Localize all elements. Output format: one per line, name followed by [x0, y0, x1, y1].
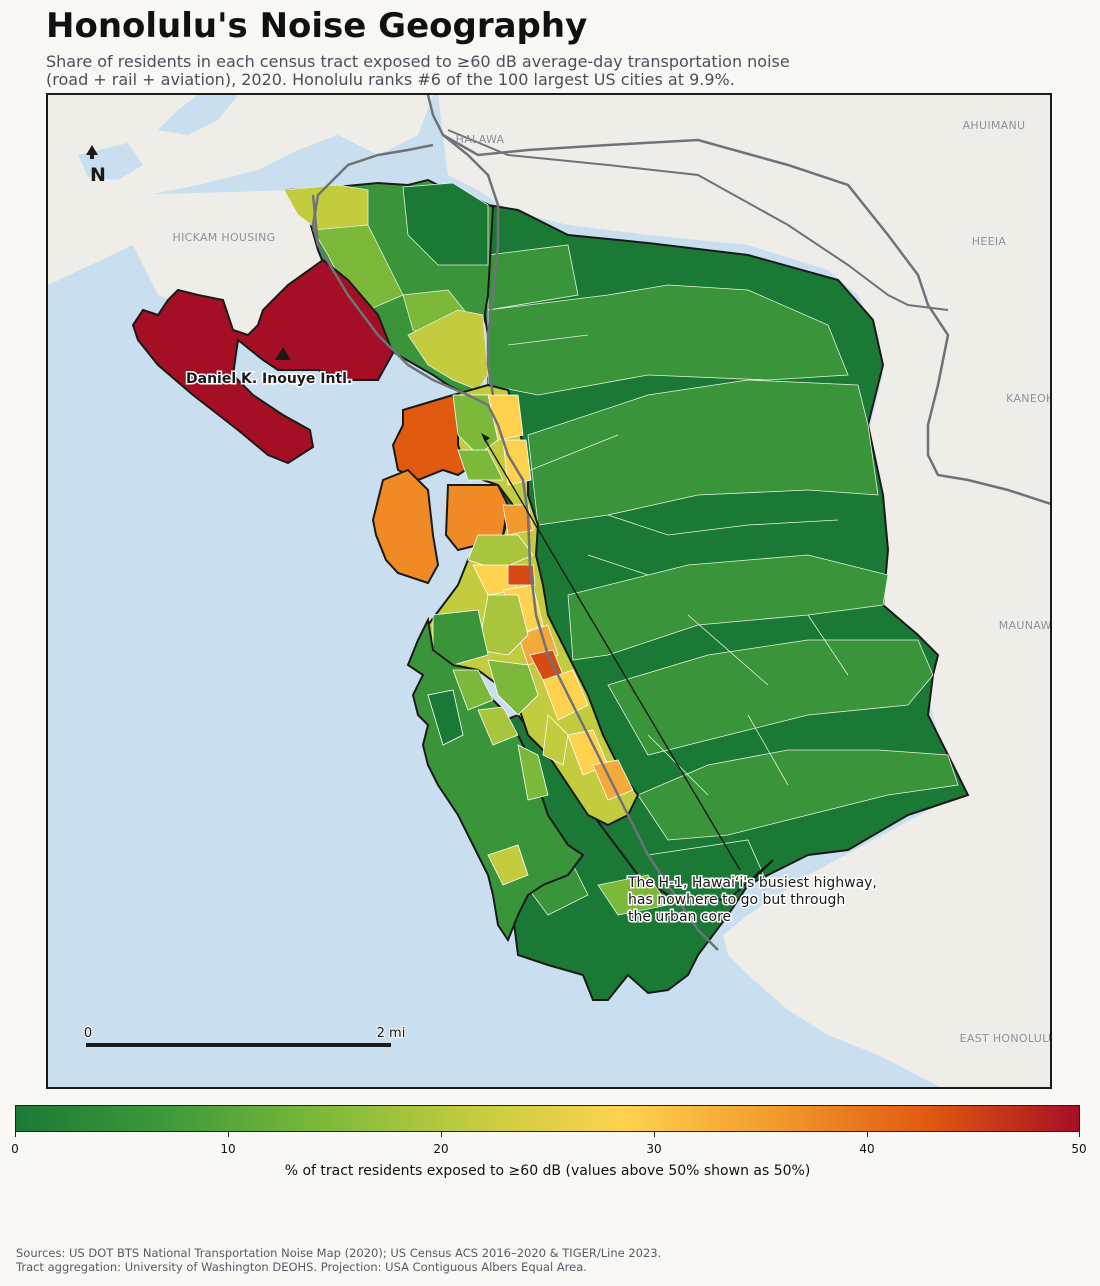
colorbar-tick-label: 40: [859, 1142, 875, 1156]
land-hickam: [128, 190, 368, 355]
annotation-line-3: the urban core: [628, 909, 731, 925]
scale-label-start: 0: [84, 1026, 92, 1041]
land-northwest: [48, 95, 433, 285]
tracts-green-med-5: [607, 639, 934, 756]
colorbar-tick: [1079, 1132, 1080, 1137]
colorbar-tick-label: 0: [11, 1142, 19, 1156]
tracts-aiea-2: [402, 182, 489, 266]
colorbar-tick: [441, 1132, 442, 1137]
tracts-airport: [131, 258, 395, 465]
annotation-arrowhead: [481, 433, 490, 442]
tracts-green-med-4: [567, 554, 889, 661]
choropleth-map: HALAWA AHUIMANU HICKAM HOUSING HEEIA KAN…: [48, 95, 1052, 1087]
subtitle-line-1: Share of residents in each census tract …: [46, 52, 790, 71]
core-lime-2: [457, 449, 504, 481]
waikiki-sub-1: [452, 669, 494, 711]
colorbar-tick: [867, 1132, 868, 1137]
highway-likelike: [442, 133, 1050, 506]
highway-h3: [426, 95, 500, 396]
place-label-hickam-housing: HICKAM HOUSING: [173, 231, 276, 244]
airport-label: Daniel K. Inouye Intl.: [186, 371, 352, 387]
north-label: N: [90, 164, 106, 186]
waikiki-sub-4: [427, 689, 464, 746]
tracts-aiea-6: [407, 309, 489, 391]
sources-line-2: Tract aggregation: University of Washing…: [16, 1260, 587, 1274]
tracts-green-med-6: [637, 749, 959, 841]
subtitle-line-2: (road + rail + aviation), 2020. Honolulu…: [46, 70, 735, 89]
colorbar-tick-label: 30: [646, 1142, 662, 1156]
core-lime-6: [542, 714, 569, 766]
colorbar-tick-label: 20: [433, 1142, 449, 1156]
tracts-green-med-2: [487, 284, 849, 396]
waikiki-sub-3: [517, 744, 549, 801]
chart-subtitle: Share of residents in each census tract …: [46, 53, 790, 89]
annotation-arrow: [483, 437, 741, 871]
tracts-aiea-4: [312, 224, 404, 311]
place-label-maunawili: MAUNAWILI: [999, 619, 1052, 632]
place-label-heeia: HEEIA: [972, 235, 1007, 248]
place-label-east-honolulu: EAST HONOLULU: [960, 1032, 1052, 1045]
airport-icon: [275, 347, 291, 360]
place-label-ahuimanu: AHUIMANU: [963, 119, 1026, 132]
colorbar-label: % of tract residents exposed to ≥60 dB (…: [284, 1163, 811, 1179]
harbor-water: [158, 95, 238, 135]
land-east: [438, 95, 1050, 1087]
core-red-1: [507, 564, 536, 586]
sources-note: Sources: US DOT BTS National Transportat…: [16, 1246, 661, 1274]
waikiki-sub-5: [487, 844, 529, 886]
colorbar-tick-label: 10: [220, 1142, 236, 1156]
tracts-green-sub-s2: [597, 874, 669, 916]
tracts-green-med-3: [527, 379, 879, 526]
place-label-kaneohe: KANEOHE: [1006, 392, 1052, 405]
scale-label-end: 2 mi: [377, 1026, 406, 1041]
core-orange-1: [502, 504, 534, 536]
colorbar-tick: [15, 1132, 16, 1137]
colorbar-tick: [228, 1132, 229, 1137]
chart-title: Honolulu's Noise Geography: [46, 6, 588, 46]
highway-h201: [311, 174, 339, 246]
core-lime-3: [467, 534, 534, 571]
core-orange-3: [592, 759, 634, 801]
tracts-kalihi-kai: [371, 468, 440, 585]
waikiki-sub-2: [477, 706, 519, 746]
colorbar-tick-label: 50: [1071, 1142, 1087, 1156]
highway-kam: [447, 129, 949, 311]
annotation-line-1: The H-1, Hawaiʻi's busiest highway,: [627, 875, 877, 891]
annotation-line-2: has nowhere to go but through: [628, 892, 845, 908]
core-lime-5: [487, 659, 539, 716]
core-yellow-2: [502, 439, 532, 486]
core-yellow-5: [542, 669, 589, 721]
north-arrow-icon: [86, 145, 98, 159]
map-panel[interactable]: HALAWA AHUIMANU HICKAM HOUSING HEEIA KAN…: [46, 93, 1052, 1089]
place-label-halawa: HALAWA: [456, 133, 505, 146]
colorbar: [15, 1105, 1080, 1132]
sources-line-1: Sources: US DOT BTS National Transportat…: [16, 1246, 662, 1260]
highway-h1: [311, 143, 719, 951]
colorbar-tick: [654, 1132, 655, 1137]
